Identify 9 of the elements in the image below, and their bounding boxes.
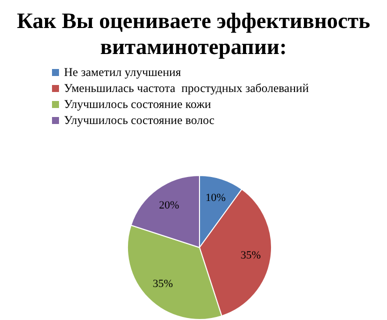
data-label: 10% bbox=[205, 192, 226, 204]
legend-label: Улучшилось состояние волос bbox=[64, 112, 214, 128]
data-label: 20% bbox=[158, 199, 180, 212]
data-label: 35% bbox=[240, 250, 261, 262]
chart-title: Как Вы оцениваете эффективность витаминотерапии: bbox=[16, 8, 372, 60]
legend-label: Не заметил улучшения bbox=[64, 64, 182, 80]
legend-label: Уменьшилась частота простудных заболеваний bbox=[64, 80, 309, 96]
data-label: 35% bbox=[152, 278, 173, 290]
legend-label: Улучшилось состояние кожи bbox=[64, 96, 212, 112]
